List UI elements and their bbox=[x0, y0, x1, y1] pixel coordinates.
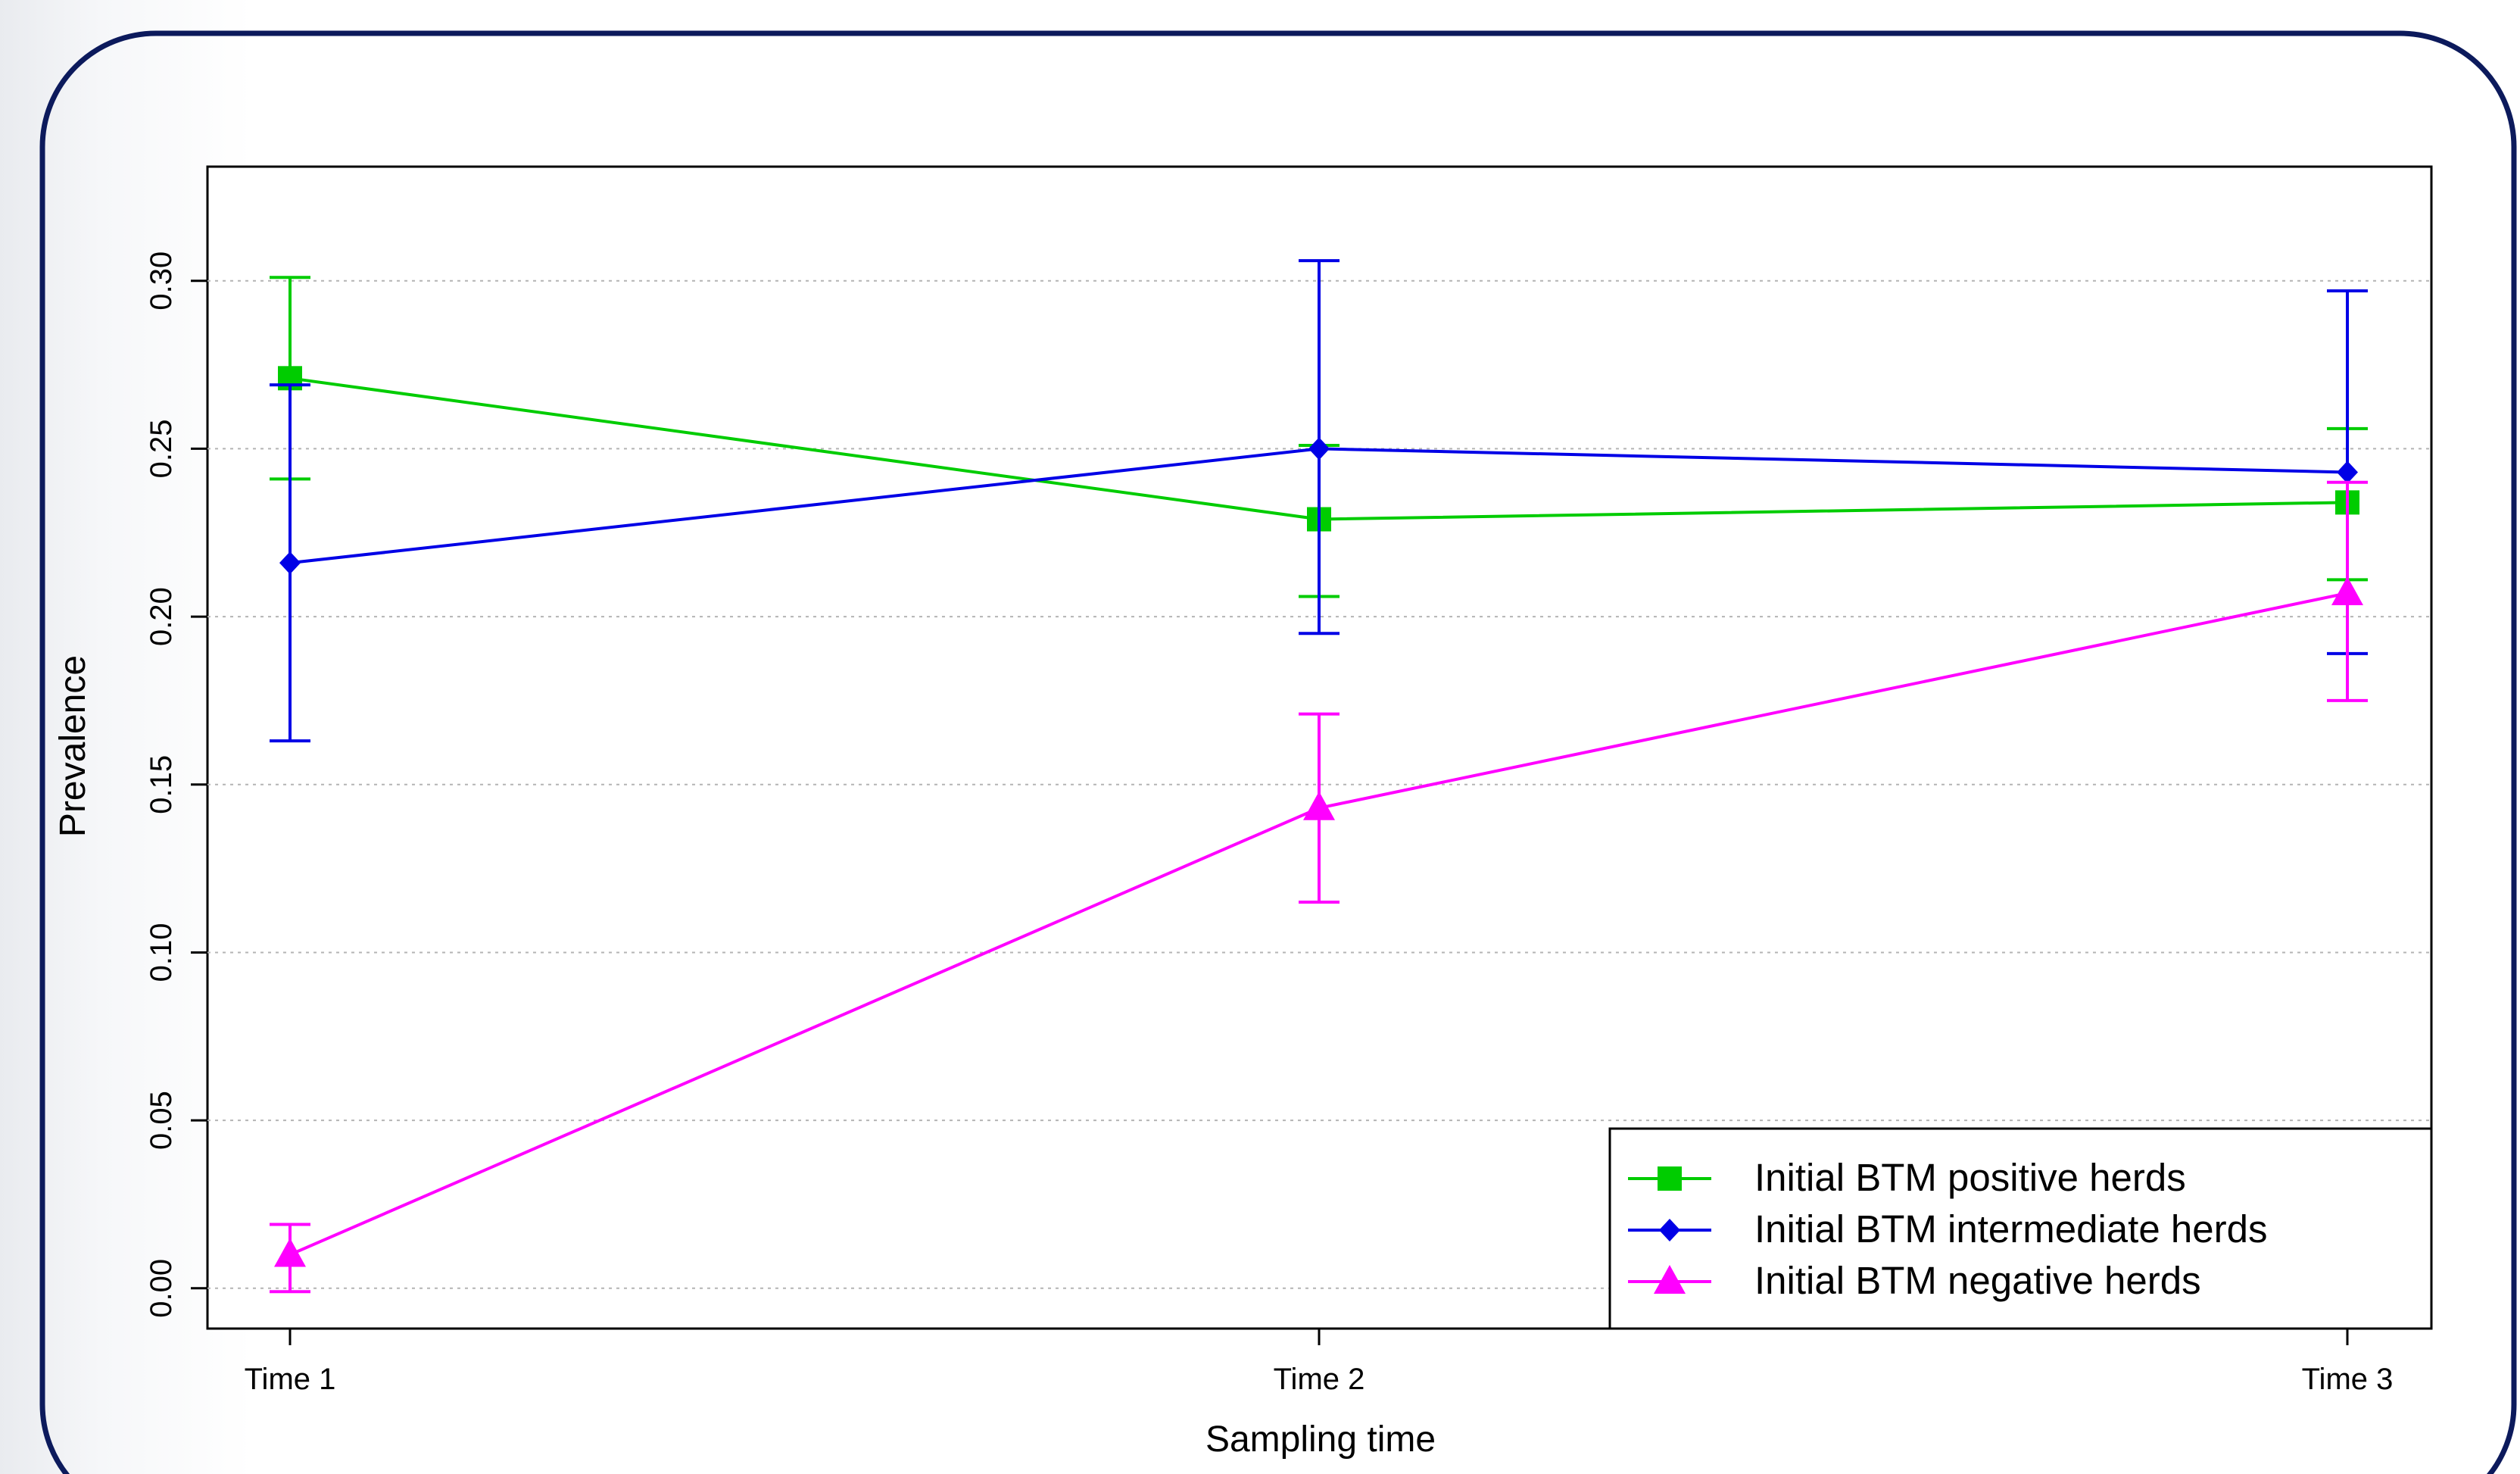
y-tick-label: 0.20 bbox=[145, 587, 178, 646]
data-point bbox=[1303, 791, 1335, 820]
data-point bbox=[274, 1238, 306, 1267]
legend: Initial BTM positive herds Initial BTM i… bbox=[1608, 1127, 2433, 1330]
y-tick-label: 0.15 bbox=[145, 755, 178, 814]
legend-label-positive: Initial BTM positive herds bbox=[1754, 1156, 2186, 1199]
data-point bbox=[2337, 461, 2358, 484]
legend-label-negative: Initial BTM negative herds bbox=[1754, 1259, 2201, 1302]
series-negative bbox=[270, 480, 2368, 1294]
legend-marker bbox=[1659, 1219, 1680, 1241]
legend-marker bbox=[1654, 1265, 1686, 1294]
legend-symbol-positive bbox=[1628, 1166, 1711, 1191]
data-point bbox=[2331, 576, 2363, 606]
y-tick-label: 0.25 bbox=[145, 419, 178, 478]
slide-frame bbox=[39, 30, 2517, 1474]
x-tick-label: Time 3 bbox=[2302, 1363, 2394, 1396]
legend-box bbox=[1608, 1127, 2433, 1330]
legend-symbol-intermediate bbox=[1628, 1219, 1711, 1241]
series-layer bbox=[270, 259, 2368, 1294]
data-point bbox=[1308, 437, 1330, 461]
y-axis-title: Prevalence bbox=[53, 655, 93, 837]
x-axis: Time 1 Time 2 Time 3 bbox=[245, 1329, 2394, 1396]
y-tick-label: 0.05 bbox=[145, 1091, 178, 1150]
y-tick-label: 0.00 bbox=[145, 1259, 178, 1318]
y-tick-label: 0.10 bbox=[145, 923, 178, 982]
x-tick-label: Time 1 bbox=[245, 1363, 336, 1396]
y-axis: 0.00 0.05 0.10 0.15 0.20 0.25 0.30 bbox=[145, 251, 207, 1318]
y-tick-label: 0.30 bbox=[145, 251, 178, 311]
x-tick-label: Time 2 bbox=[1274, 1363, 1365, 1396]
legend-marker bbox=[1658, 1166, 1682, 1191]
x-axis-title: Sampling time bbox=[1205, 1419, 1436, 1460]
series-intermediate bbox=[270, 259, 2368, 743]
legend-label-intermediate: Initial BTM intermediate herds bbox=[1754, 1207, 2267, 1251]
legend-symbol-negative bbox=[1628, 1265, 1711, 1294]
data-point bbox=[279, 551, 301, 575]
